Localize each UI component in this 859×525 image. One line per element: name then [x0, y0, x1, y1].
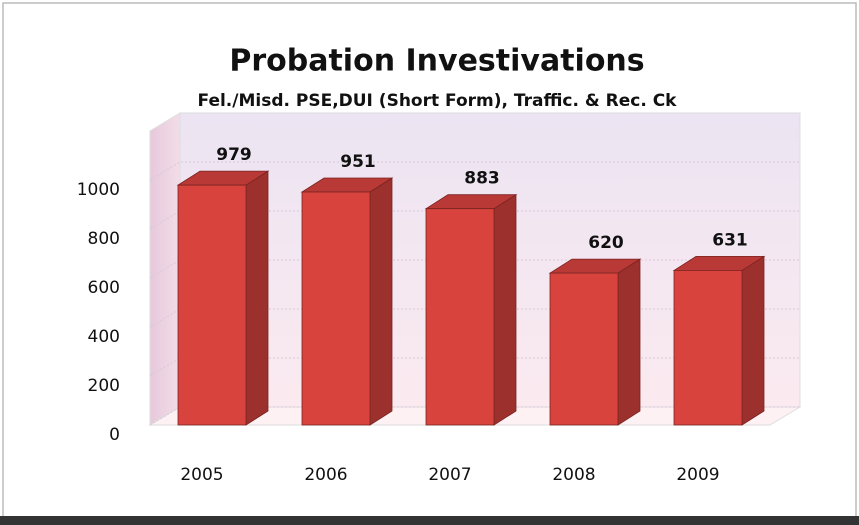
data-label: 620 [588, 233, 624, 253]
x-tick-label: 2005 [180, 465, 223, 485]
grid-line [149, 161, 800, 181]
bar [425, 208, 495, 426]
bar [673, 270, 743, 426]
x-tick-label: 2007 [428, 465, 471, 485]
bar-side [493, 193, 517, 426]
bar [301, 191, 371, 426]
bottom-edge [0, 516, 859, 525]
x-tick-label: 2006 [304, 465, 347, 485]
y-tick-label: 0 [109, 425, 120, 445]
data-label: 883 [464, 169, 500, 189]
bar-side [245, 170, 269, 426]
bar-side [741, 255, 765, 426]
chart-subtitle: Fel./Misd. PSE,DUI (Short Form), Traffic… [198, 91, 678, 111]
bar [549, 272, 619, 426]
y-tick-label: 800 [88, 229, 120, 249]
y-tick-label: 600 [88, 278, 120, 298]
chart-title: Probation Investivations [229, 44, 644, 79]
bar-side [369, 177, 393, 426]
data-label: 631 [712, 230, 748, 250]
y-tick-label: 1000 [77, 180, 120, 200]
bar-side [617, 258, 641, 426]
y-tick-label: 400 [88, 327, 120, 347]
data-label: 979 [216, 145, 252, 165]
bar [177, 184, 247, 426]
x-tick-label: 2009 [676, 465, 719, 485]
grid-line [149, 210, 800, 230]
plot-area: 0 200 400 600 800 1000 2005 979 2006 951 2007 883 20… [77, 112, 802, 485]
data-label: 951 [340, 152, 376, 172]
x-tick-label: 2008 [552, 465, 595, 485]
y-tick-label: 200 [88, 376, 120, 396]
